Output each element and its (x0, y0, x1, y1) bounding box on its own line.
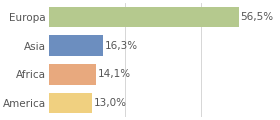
Text: 16,3%: 16,3% (105, 41, 138, 51)
Text: 56,5%: 56,5% (240, 12, 273, 22)
Bar (49, 35, 104, 56)
Text: 14,1%: 14,1% (98, 69, 131, 79)
Bar (49, 7, 239, 27)
Text: 13,0%: 13,0% (94, 98, 127, 108)
Bar (49, 64, 96, 85)
Bar (49, 93, 92, 113)
